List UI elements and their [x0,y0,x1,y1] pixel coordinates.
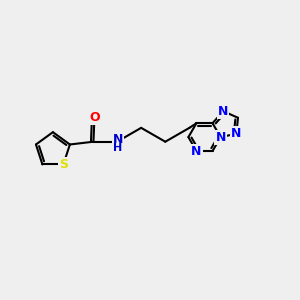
Text: N: N [218,105,229,118]
Text: O: O [89,111,100,124]
Text: N: N [215,130,226,144]
Text: N: N [113,133,123,146]
Text: N: N [191,145,202,158]
Text: H: H [113,143,123,153]
Text: N: N [231,127,242,140]
Text: S: S [59,158,68,171]
